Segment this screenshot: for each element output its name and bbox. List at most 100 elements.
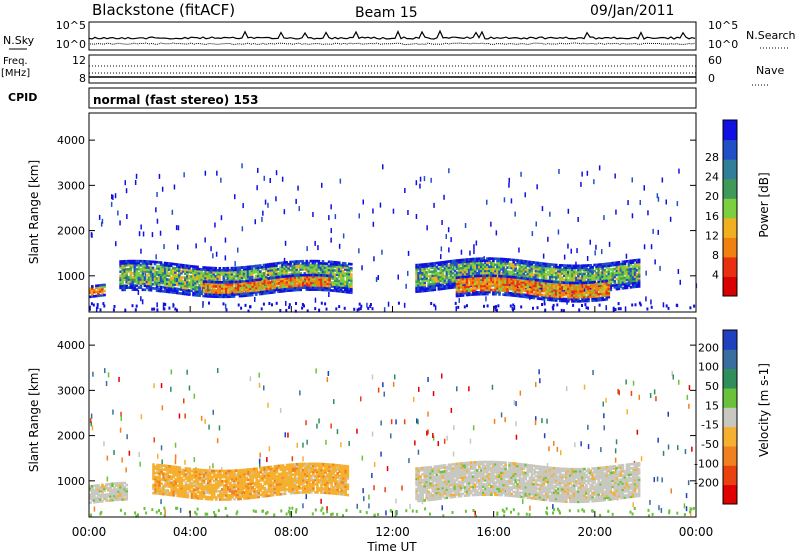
- band-cell: [311, 272, 315, 275]
- band-cell: [169, 276, 173, 280]
- band-cell: [613, 267, 617, 271]
- band-cell: [459, 278, 463, 281]
- scatter-cell: [580, 441, 582, 447]
- band-cell: [89, 295, 92, 299]
- ground-cell: [463, 305, 466, 309]
- band-cell: [571, 289, 574, 293]
- band-cell: [552, 294, 556, 298]
- cpid-text: normal (fast stereo) 153: [93, 93, 259, 107]
- band-cell: [597, 286, 601, 290]
- band-cell: [425, 277, 429, 280]
- band-cell: [172, 266, 175, 270]
- ground-cell: [517, 512, 520, 516]
- ground-cell: [545, 510, 548, 514]
- ground-cell: [389, 509, 392, 513]
- scatter-cell: [678, 379, 680, 385]
- band-cell: [421, 281, 424, 285]
- band-cell: [306, 273, 309, 277]
- band-cell: [469, 277, 473, 280]
- band-cell: [251, 289, 255, 292]
- band-cell: [227, 289, 230, 292]
- band-cell: [308, 275, 311, 279]
- band-cell: [449, 280, 453, 283]
- band-cell: [601, 265, 605, 268]
- band-cell: [234, 268, 238, 272]
- band-cell: [595, 263, 598, 267]
- band-cell: [251, 287, 255, 290]
- band-cell: [324, 280, 327, 284]
- band-cell: [218, 269, 222, 272]
- band-cell: [524, 277, 528, 280]
- band-cell: [306, 286, 309, 289]
- band-cell: [176, 267, 179, 270]
- band-cell: [304, 286, 307, 289]
- band-cell: [149, 284, 153, 288]
- band-cell: [502, 293, 505, 296]
- band-cell: [445, 284, 449, 288]
- scatter-cell: [518, 247, 520, 253]
- band-cell: [317, 272, 321, 275]
- band-cell: [293, 260, 297, 264]
- band-cell: [214, 268, 218, 272]
- band-cell: [269, 271, 272, 274]
- band-cell: [528, 292, 532, 295]
- band-cell: [151, 260, 155, 264]
- band-cell: [285, 273, 288, 276]
- band-cell: [315, 272, 319, 275]
- band-cell: [613, 281, 617, 285]
- band-cell: [248, 265, 252, 269]
- band-cell: [417, 271, 420, 275]
- band-cell: [532, 294, 536, 298]
- band-cell: [482, 286, 485, 290]
- band-cell: [165, 262, 169, 265]
- band-cell: [447, 278, 451, 282]
- band-cell: [119, 496, 122, 499]
- band-cell: [473, 282, 477, 286]
- band-cell: [174, 267, 177, 270]
- band-cell: [526, 281, 530, 285]
- band-cell: [488, 269, 491, 273]
- band-cell: [216, 279, 220, 282]
- band-cell: [323, 268, 327, 271]
- scatter-cell: [216, 170, 218, 176]
- band-cell: [311, 263, 315, 267]
- band-cell: [591, 270, 594, 273]
- band-cell: [329, 283, 333, 286]
- band-cell: [111, 496, 114, 500]
- band-cell: [457, 259, 461, 262]
- band-cell: [318, 284, 321, 287]
- band-cell: [550, 282, 554, 286]
- band-cell: [273, 276, 277, 280]
- ground-cell: [591, 509, 594, 513]
- band-cell: [579, 295, 582, 299]
- band-cell: [111, 484, 114, 488]
- band-cell: [121, 264, 125, 267]
- band-cell: [613, 261, 617, 265]
- ground-cell: [646, 307, 649, 311]
- band-cell: [259, 290, 263, 294]
- band-cell: [441, 277, 445, 280]
- scatter-cell: [473, 249, 475, 255]
- ground-cell: [342, 514, 344, 518]
- band-cell: [478, 267, 481, 271]
- band-cell: [350, 273, 353, 276]
- band-cell: [550, 277, 554, 281]
- ground-cell: [261, 509, 264, 513]
- band-cell: [295, 266, 299, 269]
- ground-cell: [268, 302, 271, 305]
- band-cell: [573, 272, 576, 276]
- band-cell: [221, 283, 224, 286]
- band-cell: [252, 265, 256, 268]
- scatter-cell: [649, 393, 652, 398]
- band-cell: [522, 295, 526, 299]
- band-cell: [575, 278, 578, 282]
- band-cell: [615, 277, 619, 281]
- band-cell: [480, 271, 483, 275]
- band-cell: [613, 271, 617, 275]
- band-cell: [133, 272, 137, 275]
- band-cell: [125, 274, 129, 277]
- scatter-cell: [119, 427, 122, 433]
- band-cell: [192, 285, 195, 289]
- band-cell: [607, 264, 611, 267]
- band-cell: [591, 274, 594, 277]
